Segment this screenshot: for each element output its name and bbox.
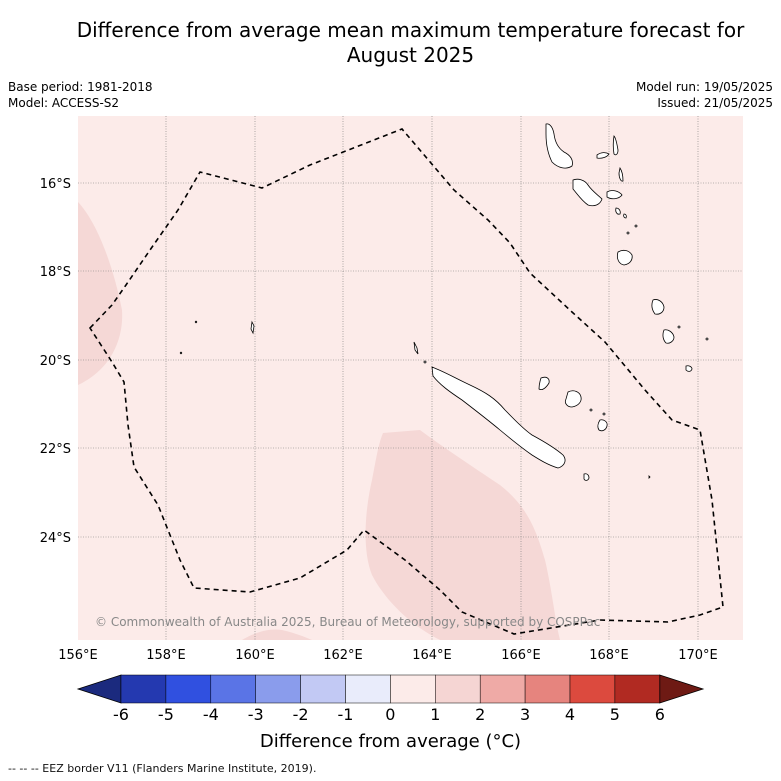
- colorbar-tick-label: 2: [475, 705, 485, 724]
- colorbar-segment: [255, 674, 301, 704]
- vanuatu-malekula: [572, 178, 603, 207]
- lon-tick-labels: 156°E 158°E 160°E 162°E 164°E 166°E 168°…: [58, 648, 718, 663]
- colorbar-segment: [120, 674, 167, 704]
- vanuatu-erromango: [651, 299, 665, 315]
- vanuatu-aneityum: [685, 365, 693, 372]
- lon-tick: 170°E: [678, 648, 718, 663]
- vanuatu-tanna: [662, 329, 675, 344]
- colorbar-segment: [569, 674, 616, 704]
- lon-tick: 164°E: [412, 648, 452, 663]
- coastlines: [179, 123, 709, 481]
- small-islet-7: [602, 412, 606, 416]
- colorbar-title: Difference from average (°C): [259, 731, 522, 752]
- lat-tick: 22°S: [40, 442, 71, 457]
- chart-title: Difference from average mean maximum tem…: [40, 18, 781, 68]
- anomaly-shading: [78, 202, 560, 640]
- colorbar-tick-label: -4: [203, 705, 219, 724]
- chesterfield-islets: [250, 320, 255, 335]
- title-line-2: August 2025: [346, 43, 475, 67]
- meta-right: Model run: 19/05/2025 Issued: 21/05/2025: [636, 79, 773, 111]
- colorbar-extend-low: [76, 674, 122, 704]
- lat-tick: 16°S: [40, 177, 71, 192]
- colorbar-extend-high: [659, 674, 705, 704]
- colorbar-tick-label: -2: [293, 705, 309, 724]
- colorbar-segment: [210, 674, 256, 704]
- small-islet-3: [677, 325, 681, 329]
- colorbar: [76, 674, 705, 704]
- small-islet-2: [179, 351, 183, 355]
- isle-of-pines: [583, 473, 590, 481]
- model-name: Model: ACCESS-S2: [8, 96, 120, 110]
- matthew-hunter-islets: [648, 475, 651, 479]
- colorbar-tick-label: 1: [430, 705, 440, 724]
- colorbar-tick-label: -1: [338, 705, 354, 724]
- lon-tick: 166°E: [501, 648, 541, 663]
- issued-date: Issued: 21/05/2025: [657, 96, 773, 110]
- vanuatu-epi-group: [615, 207, 627, 219]
- meta-left: Base period: 1981-2018 Model: ACCESS-S2: [8, 79, 153, 111]
- colorbar-tick-label: 6: [655, 705, 665, 724]
- small-islet-5: [626, 231, 630, 235]
- loyalty-island-lifou: [564, 390, 582, 408]
- eez-border: [88, 128, 724, 635]
- copyright-notice: © Commonwealth of Australia 2025, Bureau…: [95, 615, 600, 629]
- new-caledonia-main-island: [431, 366, 566, 469]
- loyalty-island-ouvea: [538, 376, 550, 391]
- eez-footnote: -- -- -- EEZ border V11 (Flanders Marine…: [8, 762, 317, 775]
- colorbar-segment: [345, 674, 391, 704]
- colorbar-segment: [165, 674, 212, 704]
- lon-tick: 160°E: [235, 648, 275, 663]
- colorbar-tick-label: 3: [520, 705, 530, 724]
- belep-islands: [413, 341, 419, 355]
- colorbar-tick-label: -3: [248, 705, 264, 724]
- small-islet-6: [634, 224, 638, 228]
- colorbar-segment: [390, 674, 436, 704]
- anomaly-patch-west: [78, 202, 123, 385]
- base-period: Base period: 1981-2018: [8, 80, 153, 94]
- vanuatu-ambrym: [606, 190, 623, 200]
- colorbar-segment: [524, 674, 571, 704]
- lon-tick: 158°E: [146, 648, 186, 663]
- lat-tick-labels: 16°S 18°S 20°S 22°S 24°S: [40, 177, 71, 546]
- lat-tick: 24°S: [40, 531, 71, 546]
- lat-tick: 20°S: [40, 354, 71, 369]
- colorbar-segment: [300, 674, 346, 704]
- vanuatu-ambae: [596, 152, 610, 159]
- colorbar-segment: [479, 674, 526, 704]
- colorbar-segment: [435, 674, 481, 704]
- colorbar-tick-label: -6: [113, 705, 129, 724]
- vanuatu-espiritu-santo: [545, 123, 573, 169]
- colorbar-tick-label: 0: [385, 705, 395, 724]
- model-run: Model run: 19/05/2025: [635, 80, 773, 94]
- small-islet-9: [423, 360, 427, 364]
- vanuatu-pentecost: [618, 166, 624, 182]
- colorbar-tick-label: 4: [565, 705, 575, 724]
- vanuatu-maewo: [612, 135, 619, 156]
- small-islet-4: [705, 337, 709, 341]
- colorbar-tick-labels: -6 -5 -4 -3 -2 -1 0 1 2 3 4 5 6: [113, 705, 665, 724]
- lat-tick: 18°S: [40, 265, 71, 280]
- gridlines: [78, 116, 743, 640]
- colorbar-tick-label: 5: [610, 705, 620, 724]
- title-line-1: Difference from average mean maximum tem…: [76, 18, 745, 42]
- lon-tick: 162°E: [323, 648, 363, 663]
- lon-tick: 156°E: [58, 648, 98, 663]
- small-islet-8: [589, 408, 593, 412]
- colorbar-tick-label: -5: [158, 705, 174, 724]
- lon-tick: 168°E: [589, 648, 629, 663]
- small-islet-1: [194, 320, 198, 324]
- vanuatu-efate: [616, 249, 633, 266]
- colorbar-segment: [614, 674, 661, 704]
- anomaly-patch-south: [365, 430, 560, 640]
- loyalty-island-mare: [597, 419, 608, 432]
- anomaly-patch-bottom: [242, 629, 312, 640]
